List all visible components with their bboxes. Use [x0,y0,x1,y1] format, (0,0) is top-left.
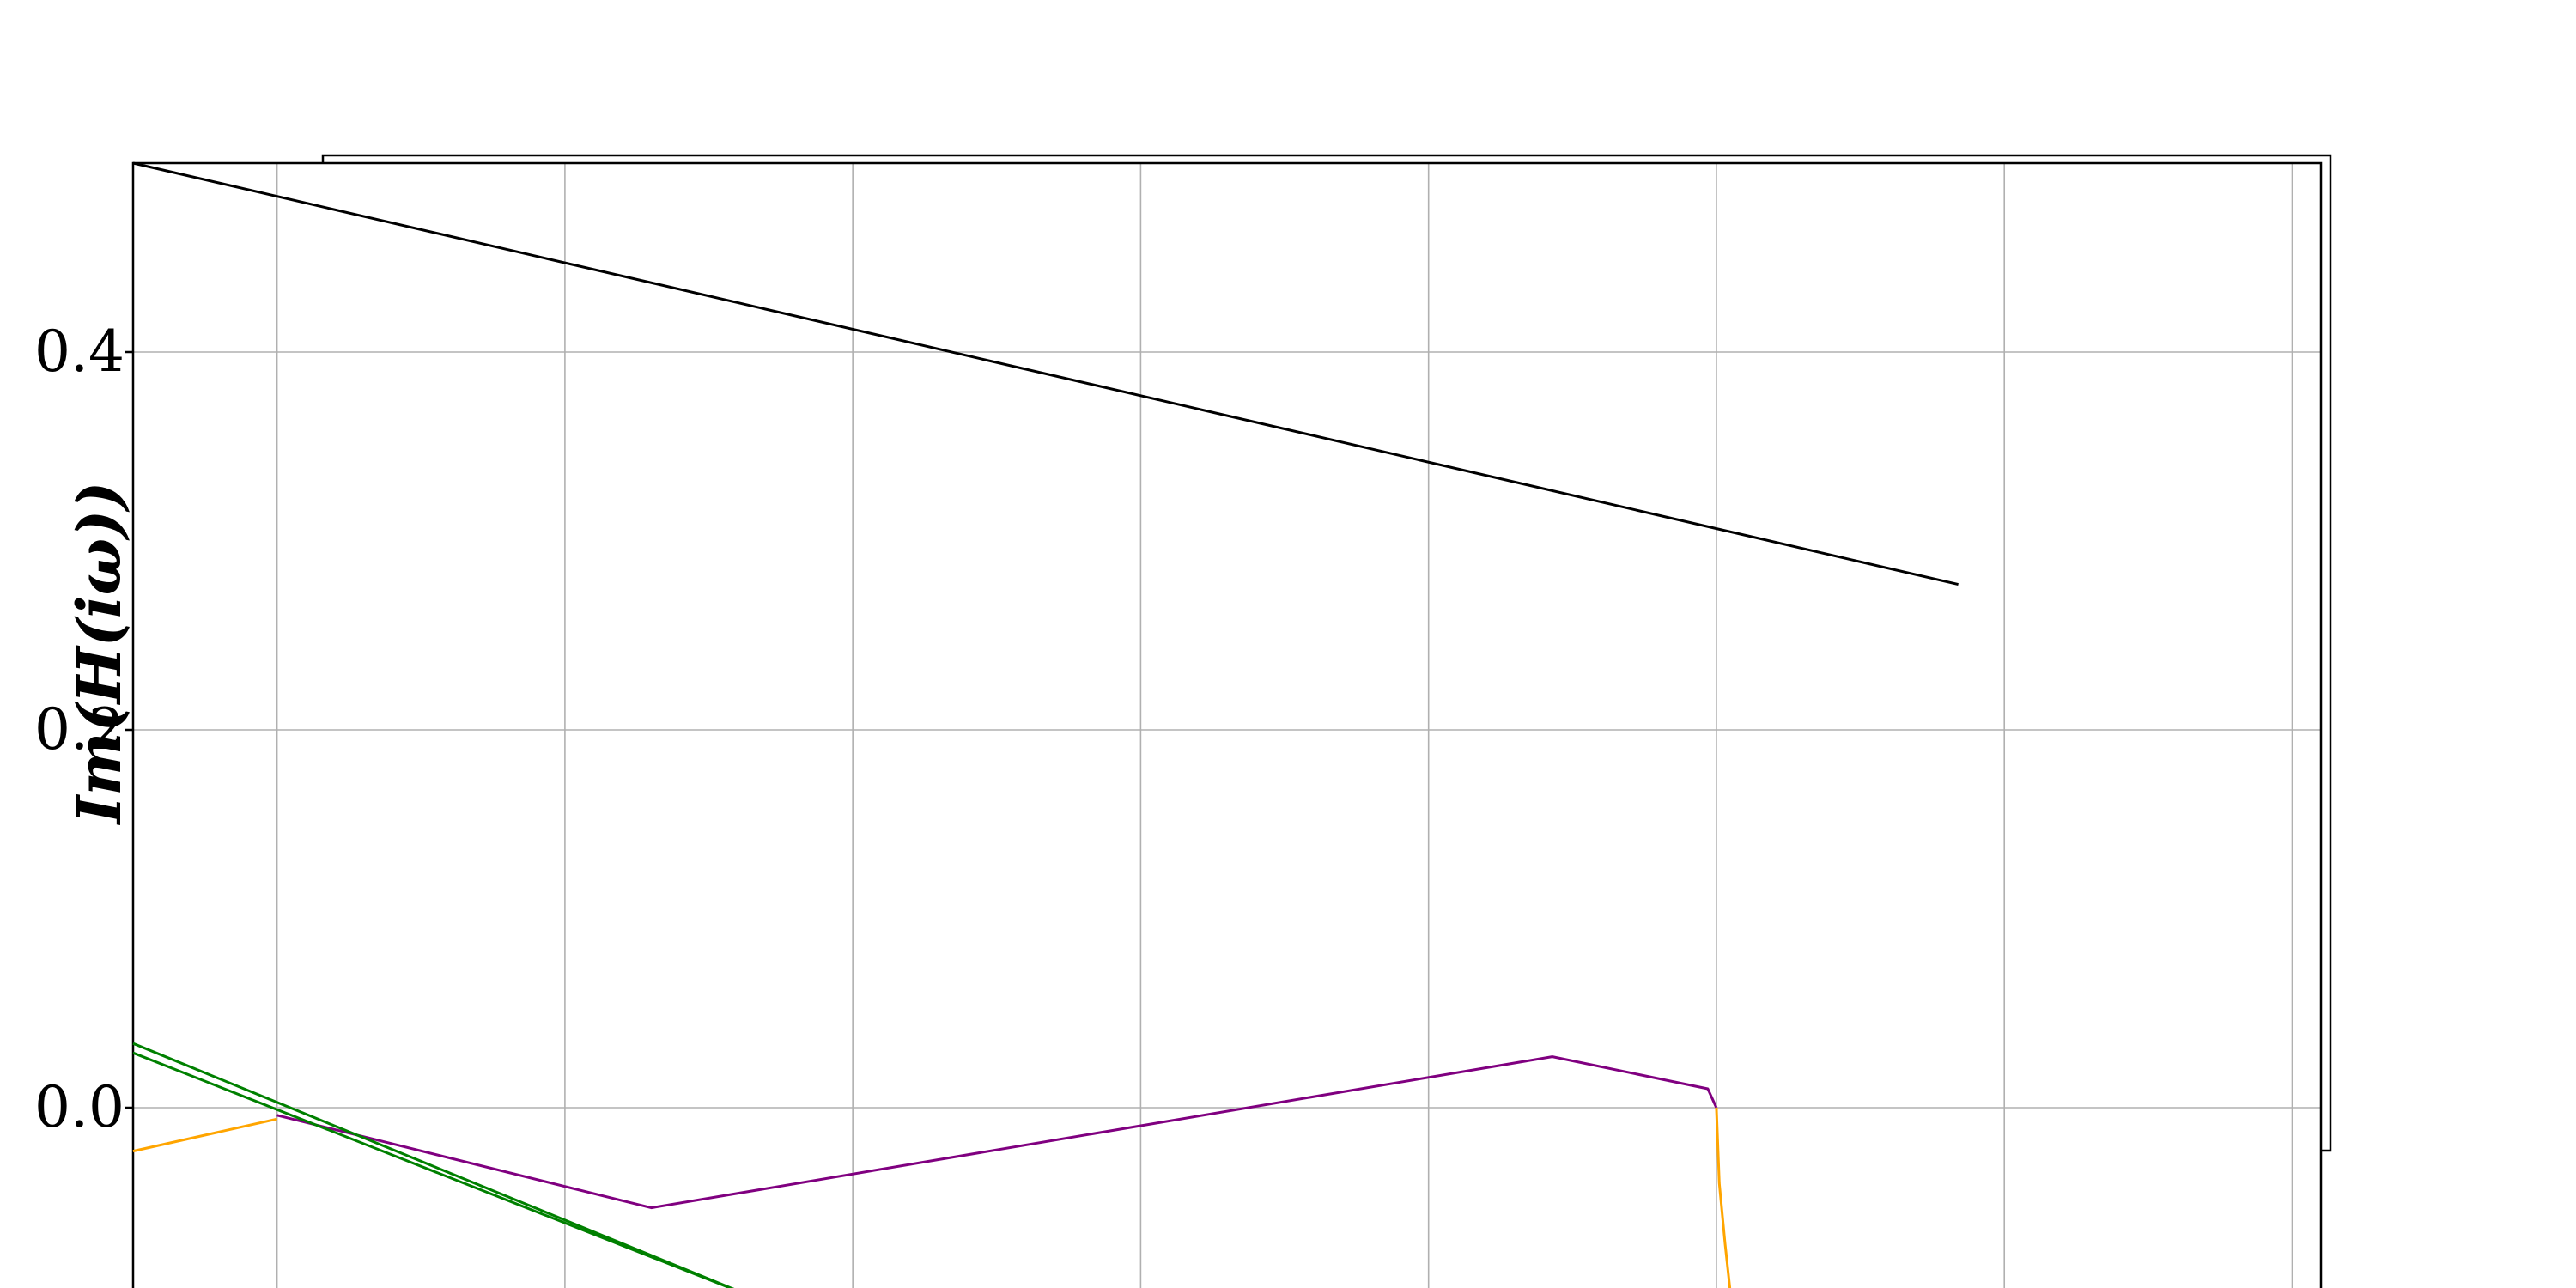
y-axis-label: Im(H(iω)) [64,482,135,826]
series-lines [132,161,1959,1288]
series-line-0 [132,161,1959,586]
plot-background [133,163,2321,1288]
y-tick-labels: 0.0 0.2 0.4 [34,319,133,1140]
y-tick-label-0: 0.0 [34,1074,125,1140]
series-line-3 [1715,1107,1732,1288]
series-line-2 [132,1117,277,1153]
y-tick-label-2: 0.4 [34,319,125,385]
series-line-1 [276,1055,1718,1210]
y-tick-label-1: 0.2 [34,696,125,762]
series-line-5 [132,1051,734,1288]
series-line-4 [132,1042,735,1288]
